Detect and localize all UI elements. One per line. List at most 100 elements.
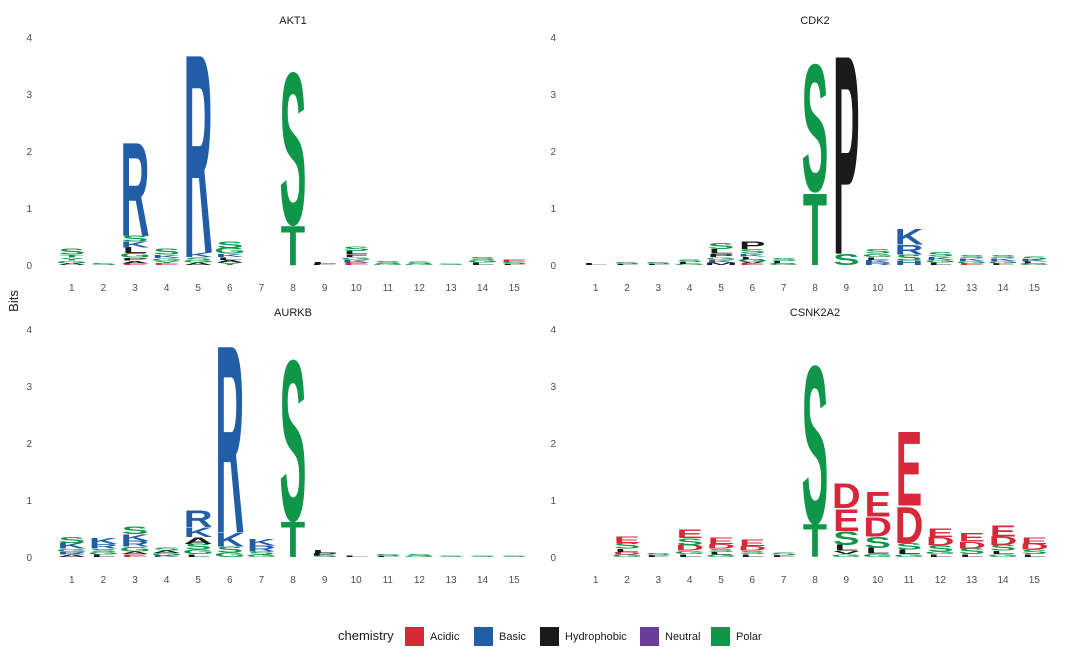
logo-letter-l: L	[991, 550, 1015, 555]
logo-letter-e: E	[833, 503, 859, 538]
logo-letter-s: S	[501, 556, 528, 558]
y-tick-label: 0	[26, 261, 32, 272]
legend-label-basic: Basic	[499, 631, 526, 643]
y-axis-label: Bits	[6, 290, 21, 312]
logo-letter-s: S	[185, 256, 212, 261]
logo-letter-g: G	[151, 552, 182, 556]
logo-letter-s: S	[990, 254, 1016, 259]
y-tick-label: 3	[550, 382, 556, 393]
logo-letter-t: T	[60, 254, 85, 258]
x-tick-label: 4	[687, 283, 693, 294]
logo-letter-e: E	[343, 262, 370, 266]
x-tick-label: 7	[259, 575, 265, 586]
logo-letter-s: S	[676, 259, 702, 263]
logo-letter-g: G	[706, 554, 737, 557]
x-tick-label: 2	[624, 283, 630, 294]
logo-letter-k: K	[247, 537, 276, 547]
logo-letter-l: L	[991, 263, 1015, 266]
panel-title: CSNK2A2	[790, 307, 840, 319]
logo-letter-s: S	[469, 256, 496, 261]
logo-letter-p: P	[739, 240, 765, 252]
logo-letter-g: G	[183, 549, 214, 556]
logo-letter-g: G	[988, 553, 1019, 557]
x-tick-label: 7	[259, 283, 265, 294]
logo-letter-g: G	[956, 260, 987, 263]
logo-letter-k: K	[121, 240, 150, 249]
logo-letter-s: S	[833, 251, 859, 268]
logo-letter-k: K	[152, 254, 181, 259]
legend-title: chemistry	[338, 628, 394, 643]
logo-letter-g: G	[737, 259, 768, 262]
logo-letter-l: L	[344, 556, 368, 558]
logo-letter-d: D	[863, 512, 892, 543]
logo-letter-s: S	[676, 537, 702, 548]
x-tick-label: 6	[750, 575, 756, 586]
logo-letter-s: S	[802, 319, 828, 571]
x-tick-label: 9	[322, 575, 328, 586]
legend-label-hydrophobic: Hydrophobic	[565, 631, 627, 643]
logo-letter-s: S	[406, 261, 433, 265]
logo-letter-l: L	[312, 549, 336, 554]
x-tick-label: 8	[812, 575, 818, 586]
logo-letter-r: R	[895, 242, 924, 258]
logo-letter-s: S	[1021, 549, 1047, 556]
logo-letter-a: A	[121, 260, 150, 264]
x-tick-label: 14	[997, 575, 1009, 586]
logo-letter-e: E	[122, 554, 149, 558]
logo-letter-e: E	[958, 263, 984, 266]
logo-letter-l: L	[678, 262, 702, 265]
logo-letter-g: G	[151, 258, 182, 262]
logo-letter-p: P	[708, 253, 734, 258]
logo-letter-l: L	[646, 264, 670, 266]
logo-letter-s: S	[501, 262, 528, 265]
logo-letter-k: K	[926, 255, 955, 260]
logo-letter-m: M	[704, 262, 737, 265]
legend-swatch-acidic	[405, 627, 424, 646]
logo-letter-s: S	[770, 551, 796, 556]
logo-letter-r: R	[57, 551, 86, 555]
x-tick-label: 9	[322, 283, 328, 294]
logo-letter-g: G	[214, 247, 245, 256]
logo-letter-t: T	[803, 171, 827, 287]
logo-letter-g: G	[706, 256, 737, 260]
logo-letter-l: L	[615, 547, 639, 552]
y-tick-label: 1	[550, 204, 556, 215]
x-tick-label: 4	[164, 283, 170, 294]
logo-letter-l: L	[123, 246, 147, 255]
logo-letter-k: K	[707, 259, 737, 263]
logo-letter-l: L	[772, 555, 796, 558]
logo-letter-s: S	[374, 260, 401, 265]
logo-letter-s: S	[896, 254, 922, 263]
legend-swatch-basic	[474, 627, 493, 646]
logo-letter-r: R	[247, 544, 276, 553]
logo-letter-g: G	[1019, 263, 1050, 266]
x-tick-label: 12	[935, 283, 947, 294]
logo-letter-l: L	[91, 554, 115, 558]
logo-letter-s: S	[958, 254, 984, 259]
logo-letter-s: S	[739, 248, 765, 255]
logo-letter-a: A	[57, 554, 86, 558]
legend-label-polar: Polar	[736, 631, 762, 643]
logo-letter-r: R	[215, 289, 244, 590]
logo-letter-g: G	[372, 264, 403, 266]
x-tick-label: 1	[593, 575, 599, 586]
x-tick-label: 1	[69, 575, 75, 586]
logo-letter-r: R	[184, 505, 213, 532]
logo-letter-s: S	[122, 524, 149, 536]
logo-letter-g: G	[467, 259, 498, 263]
x-tick-label: 5	[718, 575, 724, 586]
x-tick-label: 7	[781, 575, 787, 586]
logo-letter-g: G	[119, 546, 150, 553]
y-tick-label: 0	[550, 553, 556, 564]
logo-letter-y: Y	[58, 257, 85, 261]
x-tick-label: 8	[290, 283, 296, 294]
logo-letter-d: D	[957, 540, 986, 551]
logo-letter-k: K	[863, 259, 893, 263]
x-tick-label: 13	[966, 575, 978, 586]
x-tick-label: 1	[69, 283, 75, 294]
y-tick-label: 1	[26, 496, 32, 507]
logo-letter-r: R	[121, 540, 150, 549]
logo-letter-h: H	[895, 259, 924, 266]
